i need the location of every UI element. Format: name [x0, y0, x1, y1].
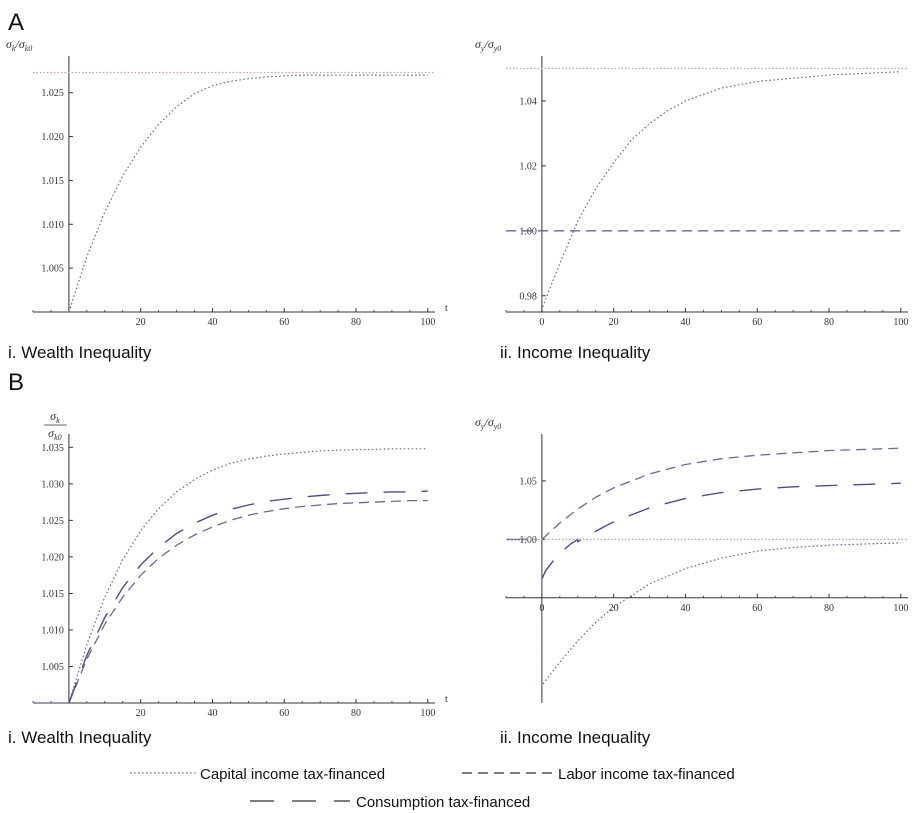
x-tick-label: 60: [752, 317, 762, 328]
y-axis-label-numerator: σk: [50, 409, 60, 425]
x-tick-label: 40: [680, 603, 690, 614]
y-tick-label: 1.020: [41, 132, 64, 143]
subtitle-b-i: i. Wealth Inequality: [8, 728, 152, 747]
y-tick-label: 1.030: [41, 479, 64, 490]
x-tick-label: 100: [420, 317, 435, 328]
y-axis-label-denominator: σk0: [48, 426, 61, 442]
subtitle-a-i: i. Wealth Inequality: [8, 343, 152, 362]
y-tick-label: 1.015: [41, 176, 64, 187]
y-tick-label: 1.025: [41, 88, 64, 99]
series-line-consumption: [541, 482, 901, 580]
y-axis-label: σy/σy0: [475, 415, 501, 431]
series-line-capital: [541, 71, 901, 310]
chart-income-inequality-a: 0 20 40 60 80 100 0.98 1.00 1.02 1.04 σy/σy0: [475, 37, 908, 328]
series-line-consumption: [68, 490, 428, 704]
y-tick-label: 1.035: [41, 443, 64, 454]
subtitle-a-ii: ii. Income Inequality: [500, 343, 651, 362]
series-line-capital: [33, 448, 428, 704]
x-tick-label: 100: [893, 317, 908, 328]
y-tick-label: 0.98: [519, 291, 537, 302]
subtitle-b-ii: ii. Income Inequality: [500, 728, 651, 747]
panel-letter-a: A: [8, 9, 24, 36]
y-tick-label: 1.010: [41, 220, 64, 231]
x-tick-label: 80: [351, 708, 361, 719]
y-tick-label: 1.015: [41, 589, 64, 600]
series-line-capital: [541, 539, 901, 688]
legend-label-consumption: Consumption tax-financed: [356, 794, 530, 811]
chart-wealth-inequality-a: 20 40 60 80 100 1.005 1.010 1.015 1.020 1.025 t σk/…: [6, 37, 448, 328]
y-tick-label: 1.005: [41, 264, 64, 275]
x-tick-label: 80: [824, 317, 834, 328]
x-tick-label: 0: [539, 317, 544, 328]
y-tick-label: 1.025: [41, 516, 64, 527]
x-tick-label: 60: [279, 317, 289, 328]
x-tick-label: 60: [752, 603, 762, 614]
y-axis-label: σy/σy0: [475, 37, 501, 53]
legend: Capital income tax-financed Labor income…: [130, 766, 735, 811]
x-tick-label: 40: [207, 317, 217, 328]
y-axis-label: σk/σk0: [6, 37, 32, 53]
x-tick-label: 20: [609, 317, 619, 328]
x-tick-label: 40: [207, 708, 217, 719]
series-line-capital: [68, 74, 428, 313]
chart-wealth-inequality-b: 20 40 60 80 100 1.005 1.010 1.015 1.020 1.025 1.03…: [32, 409, 448, 719]
x-tick-label: 100: [420, 708, 435, 719]
x-tick-label: 20: [136, 708, 146, 719]
x-tick-label: 80: [351, 317, 361, 328]
y-tick-label: 1.010: [41, 625, 64, 636]
y-tick-label: 1.00: [519, 226, 537, 237]
y-tick-label: 1.020: [41, 552, 64, 563]
x-axis-label: t: [445, 303, 448, 314]
series-line-labor: [541, 447, 901, 540]
y-tick-label: 1.04: [519, 96, 537, 107]
panel-letter-b: B: [8, 369, 24, 396]
x-axis-label: t: [445, 694, 448, 705]
x-tick-label: 40: [680, 317, 690, 328]
y-tick-label: 1.005: [41, 662, 64, 673]
legend-label-capital: Capital income tax-financed: [200, 766, 385, 783]
y-tick-label: 1.02: [519, 161, 537, 172]
x-tick-label: 80: [824, 603, 834, 614]
y-tick-label: 1.00: [519, 535, 537, 546]
x-tick-label: 20: [136, 317, 146, 328]
x-tick-label: 60: [279, 708, 289, 719]
series-line-labor: [68, 499, 428, 704]
x-tick-label: 20: [609, 603, 619, 614]
y-tick-label: 1.05: [519, 476, 537, 487]
legend-label-labor: Labor income tax-financed: [558, 766, 735, 783]
x-tick-label: 100: [893, 603, 908, 614]
